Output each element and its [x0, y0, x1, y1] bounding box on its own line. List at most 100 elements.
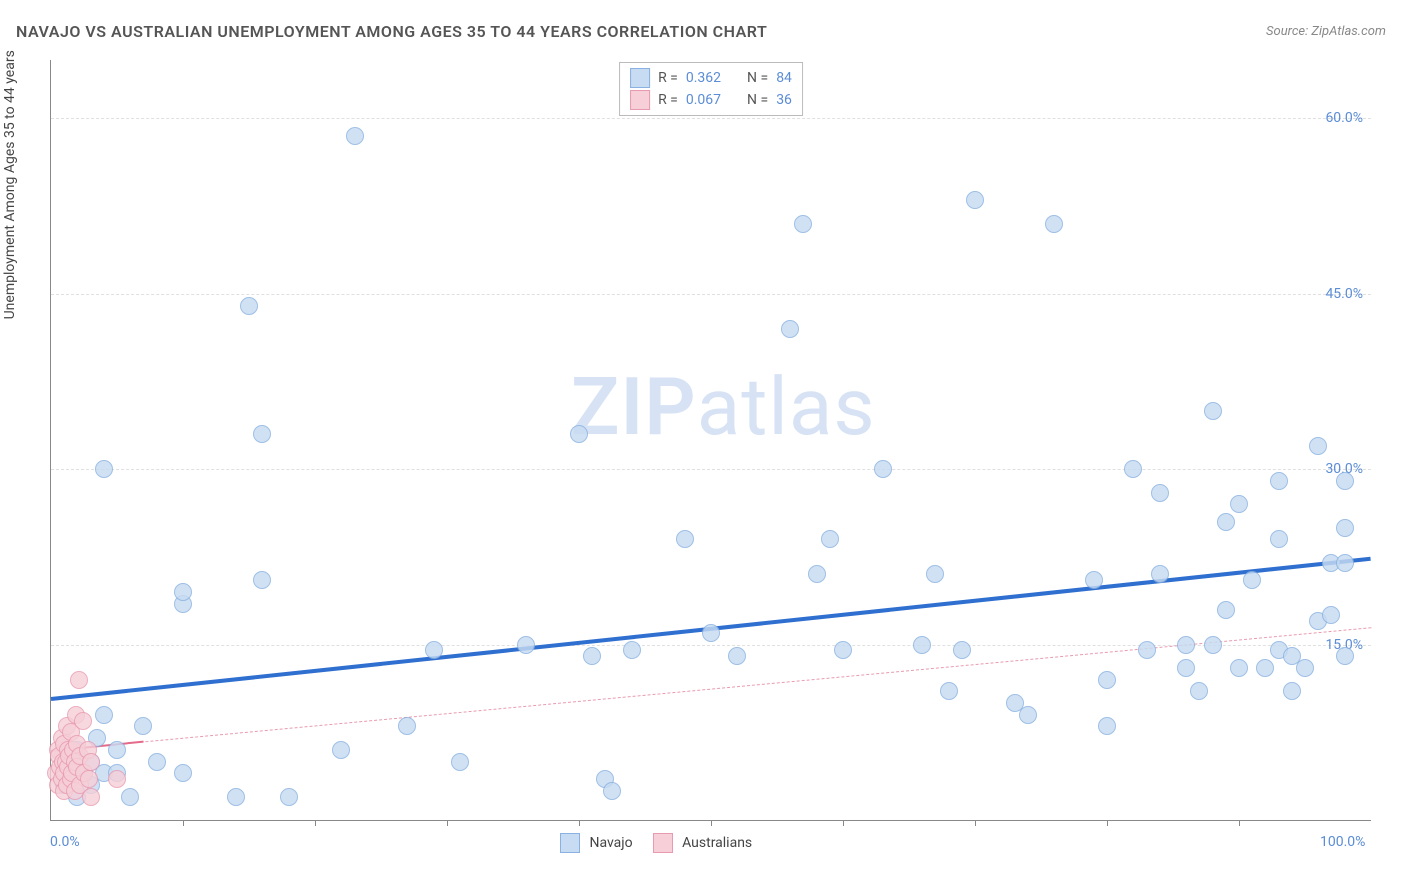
- legend-item-australians: Australians: [653, 833, 753, 853]
- data-point: [148, 753, 166, 771]
- gridline: [51, 118, 1371, 119]
- legend-n-label-1: N =: [747, 92, 768, 108]
- data-point: [1296, 659, 1314, 677]
- legend-bottom-swatch-navajo: [560, 833, 580, 853]
- x-tick-label: 0.0%: [50, 834, 80, 850]
- data-point: [121, 788, 139, 806]
- trend-line: [51, 627, 1371, 751]
- y-tick-label: 45.0%: [1325, 286, 1363, 302]
- data-point: [1309, 437, 1327, 455]
- data-point: [1098, 717, 1116, 735]
- data-point: [913, 636, 931, 654]
- legend-swatch-navajo: [630, 68, 650, 88]
- data-point: [1270, 530, 1288, 548]
- data-point: [1151, 565, 1169, 583]
- x-tick-mark: [183, 820, 184, 826]
- data-point: [603, 782, 621, 800]
- data-point: [332, 741, 350, 759]
- x-tick-mark: [315, 820, 316, 826]
- data-point: [1283, 682, 1301, 700]
- data-point: [821, 530, 839, 548]
- data-point: [95, 706, 113, 724]
- chart-container: NAVAJO VS AUSTRALIAN UNEMPLOYMENT AMONG …: [0, 0, 1406, 892]
- data-point: [1138, 641, 1156, 659]
- data-point: [280, 788, 298, 806]
- data-point: [425, 641, 443, 659]
- x-tick-mark: [1107, 820, 1108, 826]
- data-point: [834, 641, 852, 659]
- data-point: [940, 682, 958, 700]
- data-point: [80, 770, 98, 788]
- data-point: [794, 215, 812, 233]
- data-point: [1243, 571, 1261, 589]
- legend-r-label-0: R =: [658, 70, 678, 86]
- data-point: [95, 460, 113, 478]
- x-tick-mark: [579, 820, 580, 826]
- data-point: [1230, 659, 1248, 677]
- legend-stats: R = 0.362 N = 84 R = 0.067 N = 36: [619, 62, 803, 116]
- data-point: [398, 717, 416, 735]
- data-point: [1124, 460, 1142, 478]
- data-point: [1177, 636, 1195, 654]
- data-point: [1019, 706, 1037, 724]
- gridline: [51, 469, 1371, 470]
- y-axis-label: Unemployment Among Ages 35 to 44 years: [2, 50, 18, 319]
- data-point: [1270, 472, 1288, 490]
- data-point: [623, 641, 641, 659]
- x-tick-label: 100.0%: [1320, 834, 1365, 850]
- data-point: [174, 764, 192, 782]
- data-point: [1336, 554, 1354, 572]
- data-point: [253, 571, 271, 589]
- data-point: [82, 753, 100, 771]
- data-point: [1151, 484, 1169, 502]
- legend-n-value-0: 84: [776, 70, 792, 86]
- data-point: [1336, 519, 1354, 537]
- data-point: [240, 297, 258, 315]
- data-point: [1336, 472, 1354, 490]
- data-point: [108, 741, 126, 759]
- y-tick-label: 60.0%: [1325, 110, 1363, 126]
- x-tick-mark: [975, 820, 976, 826]
- data-point: [1217, 513, 1235, 531]
- data-point: [1177, 659, 1195, 677]
- x-tick-mark: [447, 820, 448, 826]
- legend-bottom-swatch-australians: [653, 833, 673, 853]
- data-point: [82, 788, 100, 806]
- legend-swatch-australians: [630, 90, 650, 110]
- legend-r-value-1: 0.067: [686, 92, 721, 108]
- data-point: [174, 583, 192, 601]
- data-point: [1256, 659, 1274, 677]
- data-point: [728, 647, 746, 665]
- data-point: [966, 191, 984, 209]
- data-point: [451, 753, 469, 771]
- data-point: [676, 530, 694, 548]
- legend-series: Navajo Australians: [560, 833, 752, 853]
- data-point: [70, 671, 88, 689]
- data-point: [1336, 647, 1354, 665]
- x-tick-mark: [843, 820, 844, 826]
- watermark-bold: ZIP: [571, 360, 697, 454]
- data-point: [74, 712, 92, 730]
- data-point: [253, 425, 271, 443]
- data-point: [1217, 601, 1235, 619]
- legend-bottom-label-australians: Australians: [682, 835, 752, 851]
- data-point: [108, 770, 126, 788]
- legend-r-label-1: R =: [658, 92, 678, 108]
- legend-r-value-0: 0.362: [686, 70, 721, 86]
- plot-area: ZIPatlas R = 0.362 N = 84 R = 0.067 N = …: [50, 60, 1371, 821]
- data-point: [346, 127, 364, 145]
- source-label: Source: ZipAtlas.com: [1266, 24, 1386, 39]
- legend-stats-row-1: R = 0.067 N = 36: [630, 89, 792, 111]
- data-point: [1204, 402, 1222, 420]
- data-point: [1322, 606, 1340, 624]
- x-tick-mark: [1239, 820, 1240, 826]
- data-point: [1204, 636, 1222, 654]
- data-point: [702, 624, 720, 642]
- data-point: [570, 425, 588, 443]
- watermark-rest: atlas: [697, 360, 876, 454]
- legend-item-navajo: Navajo: [560, 833, 633, 853]
- legend-n-label-0: N =: [747, 70, 768, 86]
- data-point: [134, 717, 152, 735]
- data-point: [227, 788, 245, 806]
- data-point: [1085, 571, 1103, 589]
